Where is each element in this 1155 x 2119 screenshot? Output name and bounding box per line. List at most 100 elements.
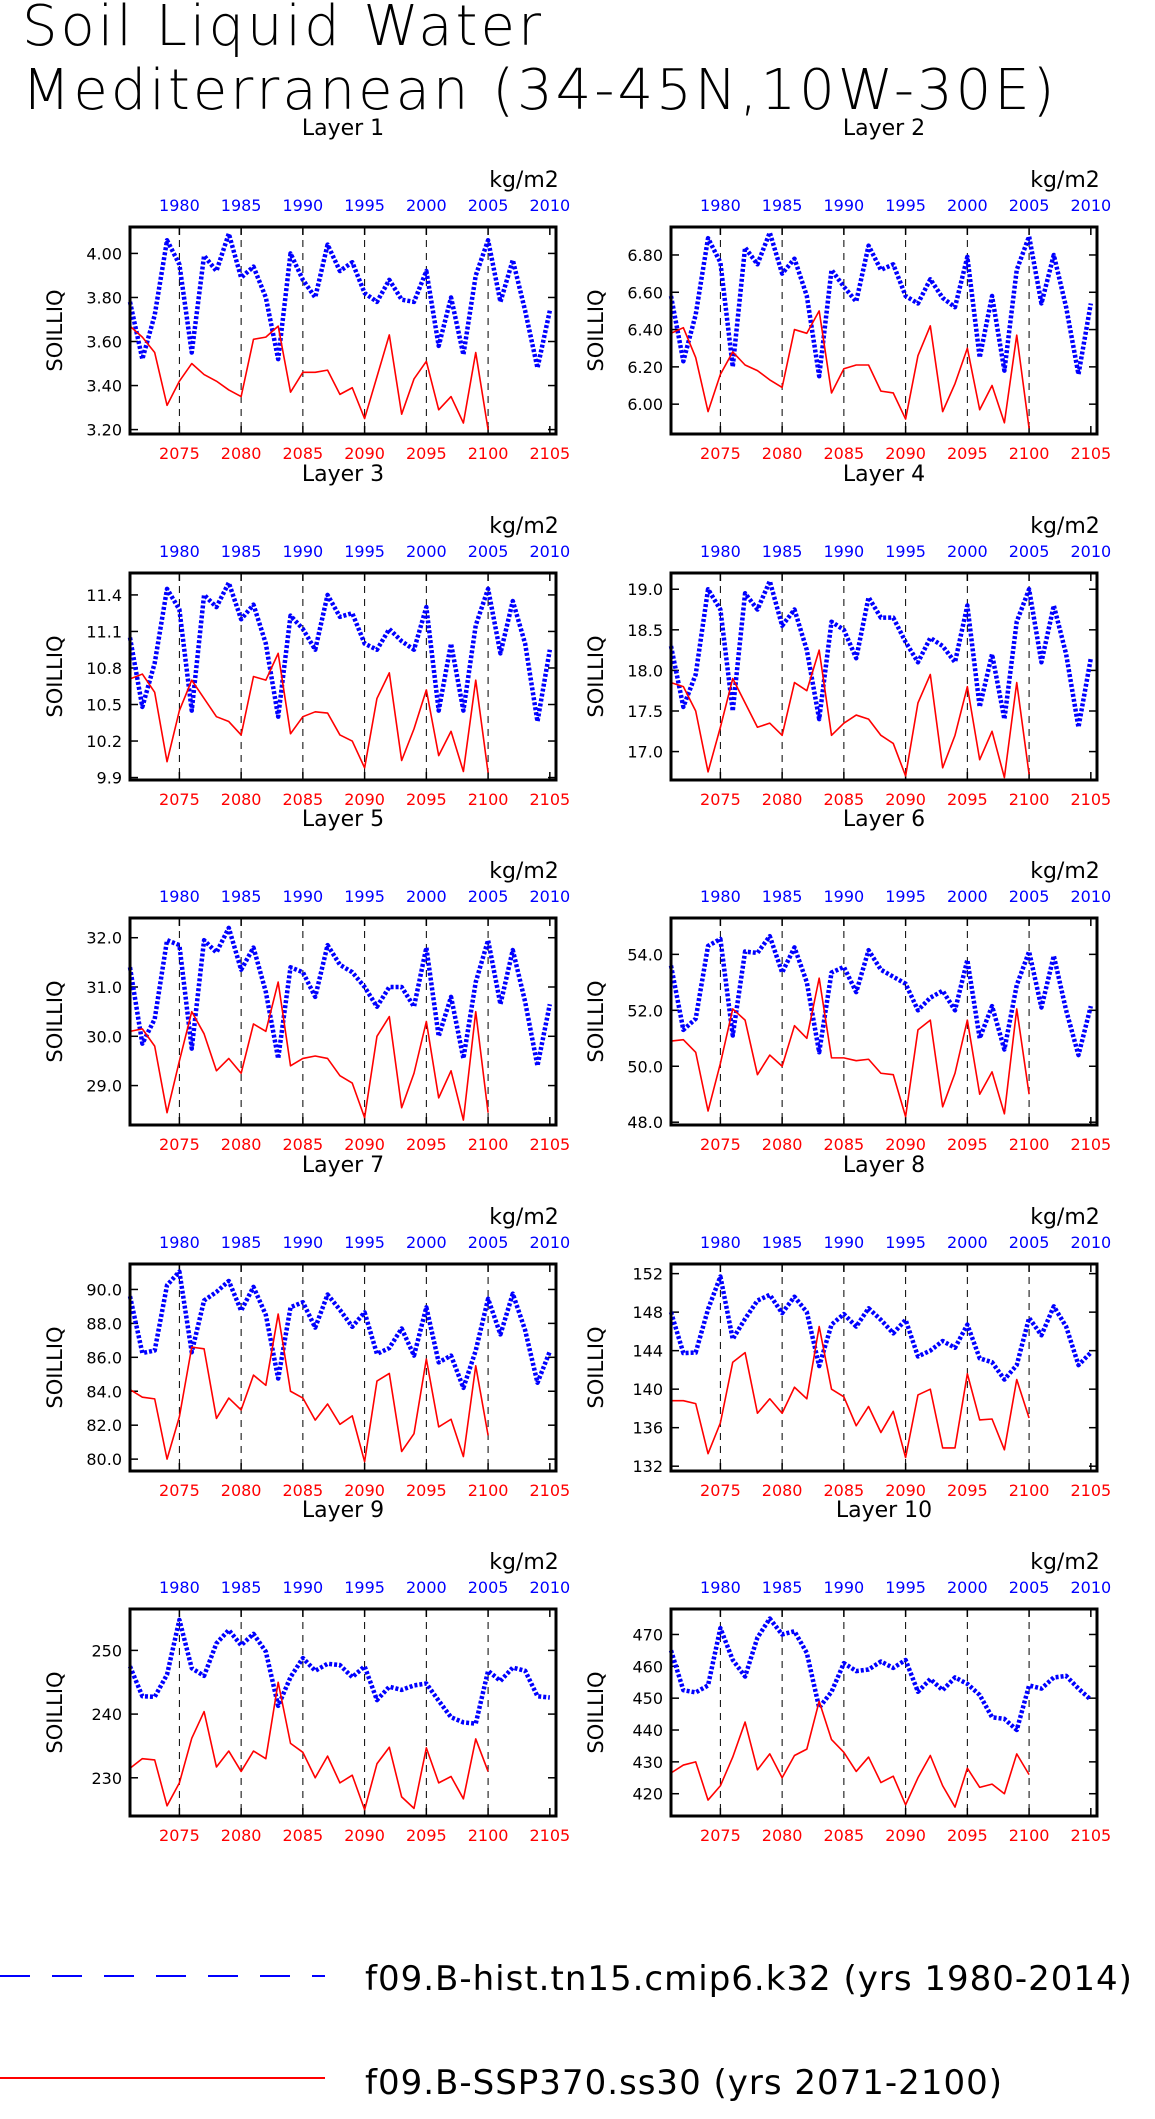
bottom-tick-label: 2080 bbox=[762, 444, 803, 463]
bottom-tick-label: 2085 bbox=[283, 1826, 324, 1845]
top-tick-label: 1995 bbox=[344, 542, 385, 561]
bottom-tick-label: 2090 bbox=[885, 790, 926, 809]
plot-frame bbox=[669, 571, 1099, 782]
top-tick-label: 1980 bbox=[159, 542, 200, 561]
y-tick-label: 80.0 bbox=[86, 1450, 122, 1469]
bottom-tick-label: 2075 bbox=[159, 1481, 200, 1500]
top-tick-label: 2000 bbox=[947, 887, 988, 906]
y-tick-label: 32.0 bbox=[86, 929, 122, 948]
top-tick-label: 2010 bbox=[1070, 887, 1111, 906]
y-tick-label: 17.0 bbox=[627, 743, 663, 762]
top-tick-label: 1985 bbox=[762, 1578, 803, 1597]
series-line-ssp bbox=[129, 1313, 489, 1463]
y-tick-label: 29.0 bbox=[86, 1077, 122, 1096]
y-tick-label: 17.5 bbox=[627, 702, 663, 721]
top-tick-label: 1990 bbox=[283, 196, 324, 215]
top-tick-label: 1990 bbox=[283, 1578, 324, 1597]
y-tick-label: 3.20 bbox=[86, 421, 122, 440]
y-tick-label: 140 bbox=[632, 1380, 663, 1399]
plot-frame bbox=[669, 1262, 1099, 1473]
y-tick-label: 3.60 bbox=[86, 333, 122, 352]
units-label: kg/m2 bbox=[1030, 1550, 1100, 1575]
top-tick-label: 1990 bbox=[824, 1578, 865, 1597]
bottom-tick-label: 2095 bbox=[406, 444, 447, 463]
bottom-tick-label: 2105 bbox=[529, 444, 570, 463]
plot-frame bbox=[128, 1607, 558, 1818]
top-tick-label: 2005 bbox=[1009, 542, 1050, 561]
top-tick-label: 1980 bbox=[159, 196, 200, 215]
plot-frame bbox=[128, 1262, 558, 1473]
series-line-hist bbox=[127, 231, 553, 371]
top-tick-label: 2005 bbox=[468, 887, 509, 906]
bottom-tick-label: 2085 bbox=[824, 1481, 865, 1500]
bottom-tick-label: 2105 bbox=[529, 790, 570, 809]
chart-title: Layer 6 bbox=[843, 807, 925, 832]
chart-layer-10: Layer 10 kg/m2 SOILLIQ 1980 1985 1990 1995 2000… bbox=[584, 1498, 1111, 1845]
top-tick-label: 1980 bbox=[700, 542, 741, 561]
series-line-ssp bbox=[129, 1681, 489, 1811]
top-tick-label: 1990 bbox=[824, 1233, 865, 1252]
top-tick-label: 2010 bbox=[529, 196, 570, 215]
bottom-tick-label: 2080 bbox=[221, 790, 262, 809]
top-tick-label: 1995 bbox=[885, 196, 926, 215]
top-tick-label: 2010 bbox=[1070, 542, 1111, 561]
y-tick-label: 11.4 bbox=[86, 586, 122, 605]
bottom-tick-label: 2085 bbox=[824, 1135, 865, 1154]
top-tick-label: 1995 bbox=[344, 1578, 385, 1597]
top-tick-label: 2000 bbox=[406, 196, 447, 215]
figure-title-line1: Soil Liquid Water bbox=[22, 0, 544, 59]
bottom-tick-label: 2095 bbox=[406, 1826, 447, 1845]
bottom-tick-label: 2100 bbox=[1009, 1826, 1050, 1845]
bottom-tick-label: 2090 bbox=[344, 790, 385, 809]
bottom-tick-label: 2105 bbox=[529, 1135, 570, 1154]
y-tick-label: 144 bbox=[632, 1342, 663, 1361]
top-tick-label: 2005 bbox=[1009, 1233, 1050, 1252]
bottom-tick-label: 2075 bbox=[700, 1135, 741, 1154]
units-label: kg/m2 bbox=[1030, 1205, 1100, 1230]
bottom-tick-label: 2085 bbox=[824, 1826, 865, 1845]
y-tick-label: 132 bbox=[632, 1457, 663, 1476]
top-tick-label: 2000 bbox=[406, 1578, 447, 1597]
chart-title: Layer 1 bbox=[302, 116, 384, 141]
bottom-tick-label: 2090 bbox=[344, 1481, 385, 1500]
y-tick-label: 18.0 bbox=[627, 661, 663, 680]
chart-title: Layer 5 bbox=[302, 807, 384, 832]
top-tick-label: 1985 bbox=[221, 887, 262, 906]
y-tick-label: 6.20 bbox=[627, 358, 663, 377]
bottom-tick-label: 2075 bbox=[159, 1135, 200, 1154]
bottom-tick-label: 2080 bbox=[762, 790, 803, 809]
top-tick-label: 2000 bbox=[947, 1578, 988, 1597]
figure-title-line2: Mediterranean (34-45N,10W-30E) bbox=[22, 58, 1058, 123]
series-line-hist bbox=[127, 1269, 552, 1391]
series-line-ssp bbox=[670, 649, 1030, 779]
bottom-tick-label: 2095 bbox=[947, 1135, 988, 1154]
bottom-tick-label: 2075 bbox=[159, 1826, 200, 1845]
chart-layer-8: Layer 8 kg/m2 SOILLIQ 1980 1985 1990 1995 2000 2… bbox=[584, 1153, 1111, 1500]
chart-layer-9: Layer 9 kg/m2 SOILLIQ 1980 1985 1990 1995 2000 2… bbox=[43, 1498, 570, 1845]
chart-title: Layer 10 bbox=[836, 1498, 932, 1523]
y-tick-label: 460 bbox=[632, 1657, 663, 1676]
y-tick-label: 30.0 bbox=[86, 1027, 122, 1046]
top-tick-label: 2010 bbox=[1070, 1578, 1111, 1597]
top-tick-label: 1995 bbox=[344, 1233, 385, 1252]
bottom-tick-label: 2100 bbox=[468, 1135, 509, 1154]
top-tick-label: 1985 bbox=[762, 542, 803, 561]
bottom-tick-label: 2090 bbox=[344, 444, 385, 463]
plot-frame bbox=[669, 916, 1099, 1127]
bottom-tick-label: 2085 bbox=[283, 1135, 324, 1154]
units-label: kg/m2 bbox=[489, 1205, 559, 1230]
top-tick-label: 1995 bbox=[885, 1233, 926, 1252]
bottom-tick-label: 2090 bbox=[885, 444, 926, 463]
y-axis-label: SOILLIQ bbox=[584, 1671, 608, 1753]
top-tick-label: 1980 bbox=[159, 1578, 200, 1597]
top-tick-label: 2000 bbox=[947, 542, 988, 561]
top-tick-label: 2000 bbox=[406, 542, 447, 561]
bottom-tick-label: 2075 bbox=[700, 1826, 741, 1845]
series-line-hist bbox=[668, 933, 1094, 1058]
series-line-hist bbox=[127, 580, 553, 724]
units-label: kg/m2 bbox=[489, 1550, 559, 1575]
top-tick-label: 2005 bbox=[1009, 887, 1050, 906]
bottom-tick-label: 2090 bbox=[885, 1481, 926, 1500]
bottom-tick-label: 2075 bbox=[159, 444, 200, 463]
y-tick-label: 10.5 bbox=[86, 696, 122, 715]
